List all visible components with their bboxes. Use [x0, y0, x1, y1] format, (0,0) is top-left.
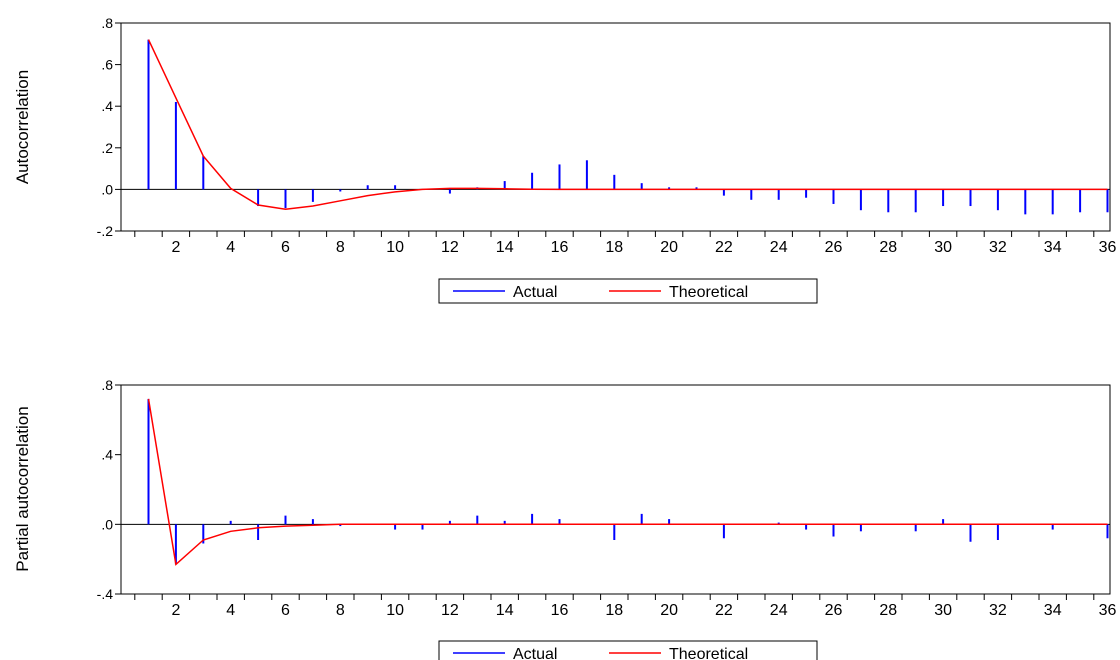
x-tick-label: 36 — [1099, 239, 1117, 256]
x-tick-label: 8 — [336, 239, 345, 256]
y-tick-label: .0 — [101, 181, 113, 197]
y-tick-label: .4 — [101, 447, 113, 463]
x-tick-label: 8 — [336, 602, 345, 619]
x-tick-label: 32 — [989, 239, 1007, 256]
y-tick-label: -.4 — [97, 586, 114, 602]
x-tick-label: 6 — [281, 239, 290, 256]
partial-autocorrelation-chart: -.4.0.4.82 4 6 8 10 12 14 16 18 20 22 24 26 28 30 32 34 3… — [13, 377, 1117, 660]
x-tick-label: 10 — [386, 239, 404, 256]
x-tick-label: 14 — [496, 239, 514, 256]
x-tick-label: 16 — [551, 602, 569, 619]
y-tick-label: -.2 — [97, 223, 114, 239]
x-tick-label: 18 — [605, 602, 623, 619]
x-tick-label: 4 — [226, 602, 235, 619]
x-tick-label: 24 — [770, 602, 788, 619]
x-tick-label: 20 — [660, 602, 678, 619]
legend-label-actual: Actual — [513, 284, 557, 301]
x-tick-label: 24 — [770, 239, 788, 256]
x-tick-label: 28 — [879, 602, 897, 619]
x-tick-label: 36 — [1099, 602, 1117, 619]
y-tick-label: .4 — [101, 98, 113, 114]
x-tick-label: 22 — [715, 602, 733, 619]
y-tick-label: .8 — [101, 377, 113, 393]
y-tick-label: .0 — [101, 516, 113, 532]
x-tick-label: 2 — [171, 239, 180, 256]
x-tick-label: 12 — [441, 239, 459, 256]
y-axis-title: Autocorrelation — [13, 70, 32, 184]
theoretical-line — [147, 39, 1108, 210]
legend-box — [438, 640, 818, 660]
legend-label-actual: Actual — [513, 646, 557, 660]
x-tick-label: 10 — [386, 602, 404, 619]
theoretical-line — [147, 398, 1108, 566]
legend: Actual Theoretical — [438, 278, 818, 304]
x-tick-label: 26 — [825, 239, 843, 256]
x-tick-label: 32 — [989, 602, 1007, 619]
x-tick-label: 34 — [1044, 239, 1062, 256]
x-tick-label: 2 — [171, 602, 180, 619]
autocorrelation-chart: -.2.0.2.4.6.82 4 6 8 10 12 14 16 18 20 22 24 26 28 30 3… — [13, 15, 1117, 304]
plot-frame — [120, 384, 1111, 595]
y-tick-label: .2 — [101, 140, 113, 156]
y-tick-label: .6 — [101, 57, 113, 73]
x-tick-label: 4 — [226, 239, 235, 256]
x-tick-label: 34 — [1044, 602, 1062, 619]
x-tick-label: 30 — [934, 602, 952, 619]
x-tick-label: 6 — [281, 602, 290, 619]
y-tick-label: .8 — [101, 15, 113, 31]
legend-label-theoretical: Theoretical — [669, 284, 748, 301]
y-axis-title: Partial autocorrelation — [13, 406, 32, 571]
x-tick-label: 14 — [496, 602, 514, 619]
plot-frame — [120, 22, 1111, 232]
x-tick-label: 20 — [660, 239, 678, 256]
x-tick-label: 12 — [441, 602, 459, 619]
legend-label-theoretical: Theoretical — [669, 646, 748, 660]
x-tick-label: 22 — [715, 239, 733, 256]
legend: Actual Theoretical — [438, 640, 818, 660]
x-tick-label: 16 — [551, 239, 569, 256]
x-tick-label: 26 — [825, 602, 843, 619]
x-tick-label: 28 — [879, 239, 897, 256]
x-tick-label: 30 — [934, 239, 952, 256]
x-tick-label: 18 — [605, 239, 623, 256]
